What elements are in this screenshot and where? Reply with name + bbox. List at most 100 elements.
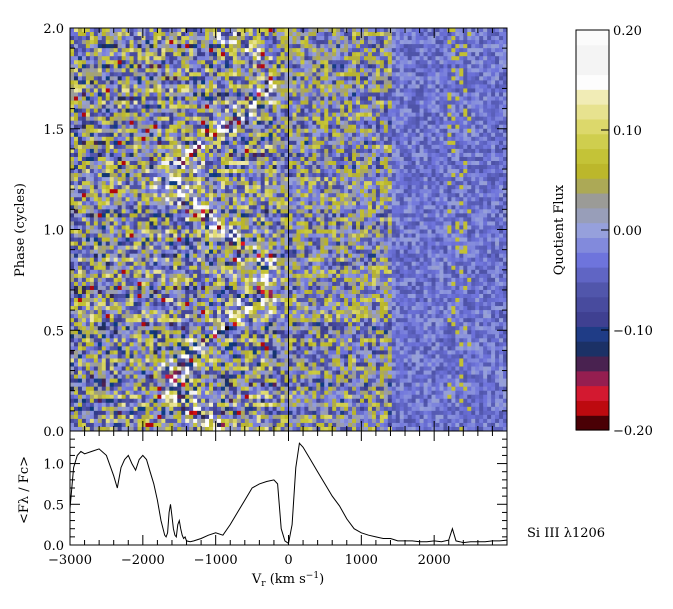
heatmap-cell <box>435 36 440 41</box>
heatmap-cell <box>300 128 305 134</box>
heatmap-cell <box>332 120 337 126</box>
heatmap-cell <box>133 197 139 202</box>
heatmap-cell <box>137 80 143 85</box>
heatmap-cell <box>121 165 127 170</box>
heatmap-cell <box>328 181 333 186</box>
heatmap-cell <box>395 88 401 93</box>
heatmap-cell <box>495 100 500 106</box>
heatmap-cell <box>153 84 158 89</box>
heatmap-cell <box>304 169 309 174</box>
heatmap-cell <box>73 92 79 98</box>
heatmap-cell <box>328 148 333 154</box>
heatmap-cell <box>197 152 202 158</box>
heatmap-cell <box>463 76 468 81</box>
heatmap-cell <box>109 60 115 65</box>
heatmap-cell <box>101 160 107 166</box>
heatmap-cell <box>391 56 397 61</box>
heatmap-cell <box>407 64 413 69</box>
heatmap-cell <box>276 173 282 178</box>
heatmap-cell <box>252 140 258 146</box>
heatmap-cell <box>181 44 186 49</box>
heatmap-cell <box>157 124 162 130</box>
heatmap-cell <box>367 156 373 162</box>
heatmap-cell <box>483 152 488 158</box>
heatmap-cell <box>348 100 353 106</box>
heatmap-cell <box>467 76 472 81</box>
heatmap-cell <box>427 169 433 174</box>
heatmap-cell <box>336 185 341 190</box>
heatmap-cell <box>213 96 218 102</box>
heatmap-cell <box>483 128 488 134</box>
heatmap-cell <box>232 40 238 45</box>
heatmap-cell <box>483 116 488 122</box>
heatmap-cell <box>209 209 214 214</box>
heatmap-cell <box>459 88 464 93</box>
heatmap-cell <box>101 209 107 214</box>
heatmap-cell <box>181 124 186 130</box>
heatmap-cell <box>141 52 146 57</box>
heatmap-cell <box>344 124 349 130</box>
heatmap-cell <box>169 197 174 202</box>
heatmap-cell <box>375 148 381 154</box>
heatmap-cell <box>169 112 174 118</box>
heatmap-cell <box>121 144 127 150</box>
heatmap-cell <box>435 64 440 69</box>
heatmap-cell <box>336 165 341 170</box>
heatmap-cell <box>193 76 198 81</box>
heatmap-cell <box>224 205 230 210</box>
heatmap-cell <box>157 28 162 33</box>
heatmap-cell <box>77 140 83 146</box>
heatmap-cell <box>236 144 242 150</box>
heatmap-cell <box>113 88 119 93</box>
heatmap-cell <box>284 181 289 186</box>
heatmap-cell <box>161 44 166 49</box>
heatmap-cell <box>70 60 75 65</box>
heatmap-cell <box>499 152 504 158</box>
heatmap-cell <box>463 193 468 198</box>
heatmap-cell <box>407 92 413 98</box>
heatmap-cell <box>431 96 436 102</box>
heatmap-cell <box>205 132 210 138</box>
heatmap-cell <box>379 32 385 37</box>
heatmap-cell <box>113 32 119 37</box>
heatmap-cell <box>447 100 452 106</box>
heatmap-cell <box>443 140 448 146</box>
heatmap-cell <box>467 181 472 186</box>
heatmap-cell <box>209 116 214 122</box>
heatmap-cell <box>499 181 504 186</box>
heatmap-cell <box>109 64 115 69</box>
heatmap-cell <box>447 181 452 186</box>
heatmap-cell <box>316 92 321 98</box>
heatmap-cell <box>348 189 353 194</box>
heatmap-cell <box>284 140 289 146</box>
heatmap-cell <box>288 44 293 49</box>
heatmap-cell <box>411 100 417 106</box>
heatmap-cell <box>101 68 107 73</box>
heatmap-cell <box>487 104 492 110</box>
heatmap-cell <box>244 36 250 41</box>
heatmap-cell <box>491 189 496 194</box>
heatmap-cell <box>205 108 210 114</box>
heatmap-cell <box>201 169 206 174</box>
heatmap-cell <box>495 68 500 73</box>
heatmap-cell <box>399 116 405 122</box>
heatmap-cell <box>240 132 246 138</box>
heatmap-cell <box>383 52 389 57</box>
heatmap-cell <box>292 76 297 81</box>
heatmap-cell <box>415 124 421 130</box>
heatmap-cell <box>153 132 158 138</box>
heatmap-cell <box>435 181 440 186</box>
heatmap-cell <box>256 181 262 186</box>
heatmap-cell <box>431 84 436 89</box>
heatmap-cell <box>459 52 464 57</box>
heatmap-cell <box>109 165 115 170</box>
heatmap-cell <box>423 132 429 138</box>
heatmap-cell <box>292 112 297 118</box>
heatmap-cell <box>375 48 381 53</box>
heatmap-cell <box>228 40 234 45</box>
heatmap-cell <box>344 108 349 114</box>
heatmap-cell <box>240 108 246 114</box>
heatmap-cell <box>439 104 444 110</box>
heatmap-cell <box>205 92 210 98</box>
heatmap-cell <box>336 156 341 162</box>
